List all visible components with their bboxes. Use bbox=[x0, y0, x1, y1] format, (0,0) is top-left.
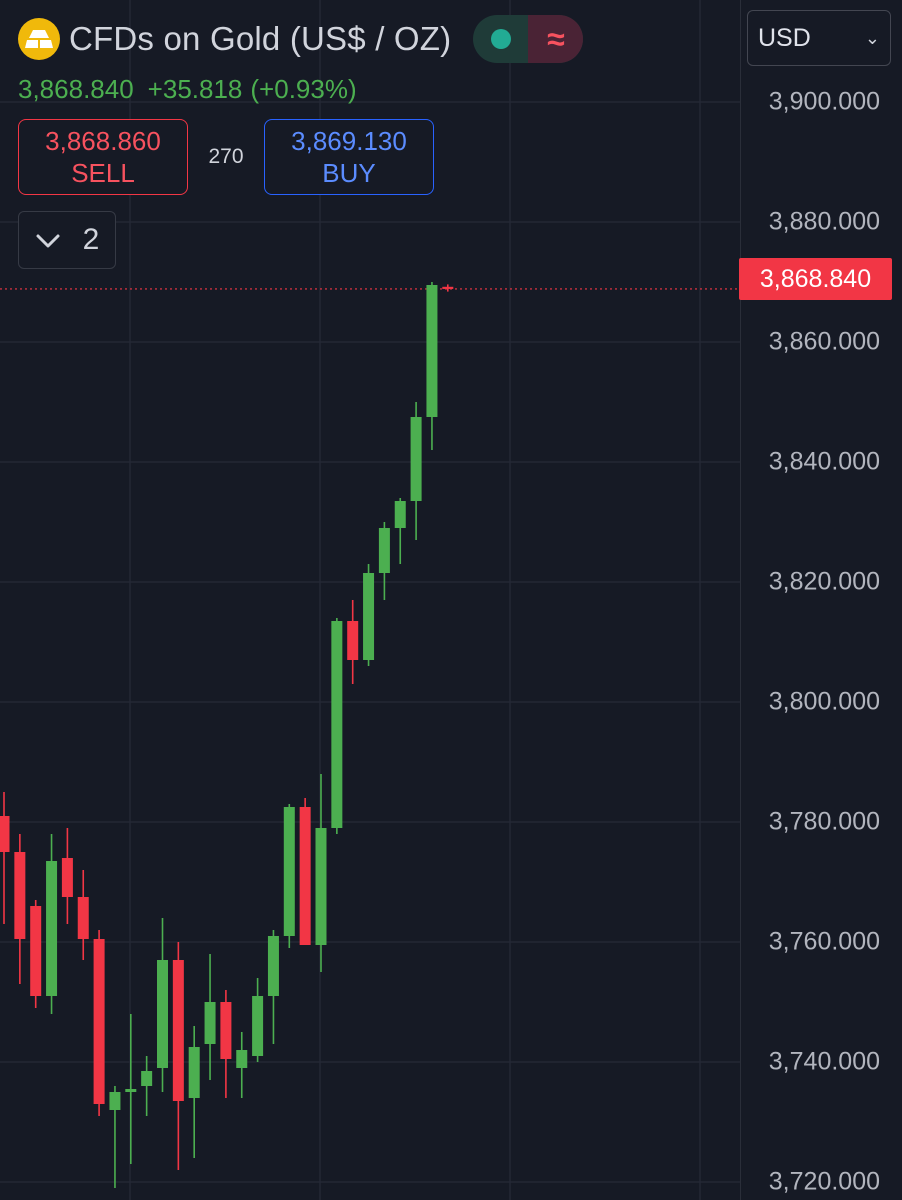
buy-price: 3,869.130 bbox=[291, 126, 407, 156]
candle-body bbox=[220, 1002, 232, 1059]
candle-body bbox=[157, 960, 168, 1068]
candle-body bbox=[125, 1089, 137, 1092]
gold-bars-icon bbox=[18, 18, 60, 60]
candle[interactable] bbox=[283, 804, 295, 948]
candle[interactable] bbox=[61, 828, 73, 924]
candle[interactable] bbox=[299, 798, 311, 945]
candle-body bbox=[315, 828, 327, 945]
market-open-dot-icon bbox=[473, 15, 528, 63]
candle[interactable] bbox=[30, 900, 42, 1008]
chevron-down-icon: ⌄ bbox=[864, 27, 880, 48]
candle[interactable] bbox=[46, 834, 58, 1014]
price-tick-label: 3,780.000 bbox=[768, 807, 880, 836]
sell-price: 3,868.860 bbox=[45, 126, 161, 156]
candle-body bbox=[0, 816, 10, 852]
candle-body bbox=[30, 906, 42, 996]
chevron-down-icon bbox=[35, 223, 61, 257]
candle[interactable] bbox=[267, 930, 279, 1044]
candle[interactable] bbox=[109, 1086, 121, 1188]
last-price-badge: 3,868.840 bbox=[739, 258, 892, 300]
indicators-count: 2 bbox=[82, 223, 100, 256]
candle-body bbox=[204, 1002, 216, 1044]
candle-body bbox=[410, 417, 422, 501]
candle-body bbox=[378, 528, 390, 573]
candle-body bbox=[394, 501, 406, 528]
price-tick-label: 3,800.000 bbox=[768, 687, 880, 716]
candle-body bbox=[172, 960, 184, 1101]
candle[interactable] bbox=[93, 930, 105, 1116]
price-axis[interactable]: 3,720.000 3,740.000 3,760.000 3,780.000 3,80… bbox=[740, 0, 902, 1200]
trade-row: 3,868.860 SELL 270 3,869.130 BUY bbox=[18, 119, 583, 195]
candle[interactable] bbox=[236, 1032, 248, 1098]
last-price: 3,868.840 bbox=[18, 74, 134, 104]
price-tick-label: 3,900.000 bbox=[768, 87, 880, 116]
candle-body bbox=[442, 286, 454, 289]
symbol-header: CFDs on Gold (US$ / OZ) ≈ 3,868.840 +35.… bbox=[18, 14, 584, 269]
candle[interactable] bbox=[331, 618, 343, 834]
spread-value: 270 bbox=[208, 145, 244, 168]
delayed-data-wave-icon: ≈ bbox=[528, 15, 584, 63]
candle-body bbox=[331, 621, 343, 828]
candle-body bbox=[299, 807, 311, 945]
candle[interactable] bbox=[442, 284, 454, 292]
price-tick-label: 3,820.000 bbox=[768, 567, 880, 596]
candle-body bbox=[109, 1092, 121, 1110]
candle[interactable] bbox=[378, 522, 390, 600]
candle-body bbox=[188, 1047, 200, 1098]
candle[interactable] bbox=[347, 600, 359, 684]
candle[interactable] bbox=[410, 402, 422, 540]
candle[interactable] bbox=[426, 282, 438, 450]
candle-body bbox=[267, 936, 279, 996]
candle[interactable] bbox=[141, 1056, 153, 1116]
sell-button[interactable]: 3,868.860 SELL bbox=[18, 119, 188, 195]
symbol-title[interactable]: CFDs on Gold (US$ / OZ) bbox=[69, 20, 452, 57]
candle-body bbox=[93, 939, 105, 1104]
price-tick-label: 3,740.000 bbox=[768, 1047, 880, 1076]
candle[interactable] bbox=[0, 792, 10, 924]
candle[interactable] bbox=[252, 978, 264, 1062]
price-tick-label: 3,840.000 bbox=[768, 447, 880, 476]
currency-select-value: USD bbox=[758, 23, 811, 52]
price-change: +35.818 bbox=[147, 74, 243, 104]
price-tick-label: 3,720.000 bbox=[768, 1167, 880, 1196]
candle[interactable] bbox=[315, 774, 327, 972]
candle[interactable] bbox=[394, 498, 406, 564]
candle[interactable] bbox=[220, 990, 232, 1098]
sell-label: SELL bbox=[71, 158, 135, 188]
candle-body bbox=[77, 897, 89, 939]
chart-area[interactable] bbox=[0, 0, 740, 1200]
candle[interactable] bbox=[188, 1026, 200, 1158]
candle-body bbox=[141, 1071, 153, 1086]
candle-body bbox=[283, 807, 295, 936]
candle-body bbox=[347, 621, 359, 660]
title-row: CFDs on Gold (US$ / OZ) ≈ bbox=[18, 14, 584, 64]
candle[interactable] bbox=[363, 564, 375, 666]
candle-body bbox=[14, 852, 26, 939]
candle[interactable] bbox=[77, 870, 89, 960]
candle[interactable] bbox=[157, 918, 168, 1092]
candle-body bbox=[236, 1050, 248, 1068]
candle[interactable] bbox=[125, 1014, 137, 1164]
candle[interactable] bbox=[204, 954, 216, 1080]
indicators-toggle-button[interactable]: 2 bbox=[18, 211, 116, 269]
market-status-pill[interactable]: ≈ bbox=[473, 15, 584, 63]
candle-body bbox=[46, 861, 58, 996]
candlestick-chart[interactable] bbox=[0, 0, 740, 1200]
candle-body bbox=[363, 573, 375, 660]
candle-body bbox=[252, 996, 264, 1056]
price-tick-label: 3,880.000 bbox=[768, 207, 880, 236]
candle[interactable] bbox=[14, 834, 26, 984]
currency-select[interactable]: USD ⌄ bbox=[747, 10, 891, 66]
candle-body bbox=[426, 285, 438, 417]
candle[interactable] bbox=[172, 942, 184, 1170]
price-tick-label: 3,860.000 bbox=[768, 327, 880, 356]
quote-row: 3,868.840 +35.818 (+0.93%) bbox=[18, 74, 583, 105]
price-change-percent: (+0.93%) bbox=[250, 74, 357, 104]
buy-label: BUY bbox=[322, 158, 376, 188]
price-tick-label: 3,760.000 bbox=[768, 927, 880, 956]
candle-body bbox=[61, 858, 73, 897]
buy-button[interactable]: 3,869.130 BUY bbox=[264, 119, 434, 195]
